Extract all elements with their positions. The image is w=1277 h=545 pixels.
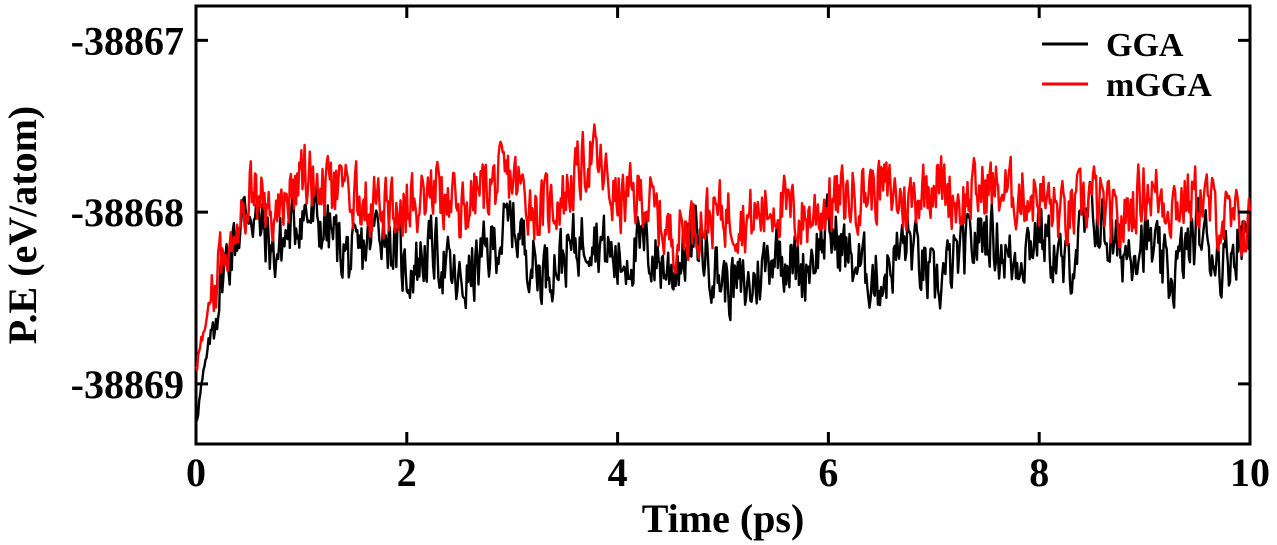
legend-label-mgga: mGGA [1106, 67, 1212, 104]
plot-frame [194, 4, 1252, 446]
x-tick-label: 6 [818, 450, 838, 495]
x-tick-label: 2 [397, 450, 417, 495]
x-axis-title: Time (ps) [642, 496, 805, 541]
x-tick-labels: 0 2 4 6 8 10 [186, 450, 1270, 495]
x-tick-label: 0 [186, 450, 206, 495]
y-axis-title: P.E (eV/atom) [0, 106, 45, 344]
ticks-layer [196, 6, 1250, 444]
series-layer [194, 123, 1252, 423]
series-line-mgga [194, 123, 1252, 371]
legend-label-gga: GGA [1106, 27, 1184, 64]
y-tick-label: -38868 [71, 190, 184, 235]
y-tick-label: -38869 [71, 362, 184, 407]
x-tick-label: 10 [1230, 450, 1270, 495]
y-tick-label: -38867 [71, 18, 184, 63]
x-tick-label: 4 [608, 450, 628, 495]
plot-area [194, 4, 1252, 446]
y-tick-labels: -38867 -38868 -38869 [71, 18, 184, 407]
x-tick-label: 8 [1029, 450, 1049, 495]
